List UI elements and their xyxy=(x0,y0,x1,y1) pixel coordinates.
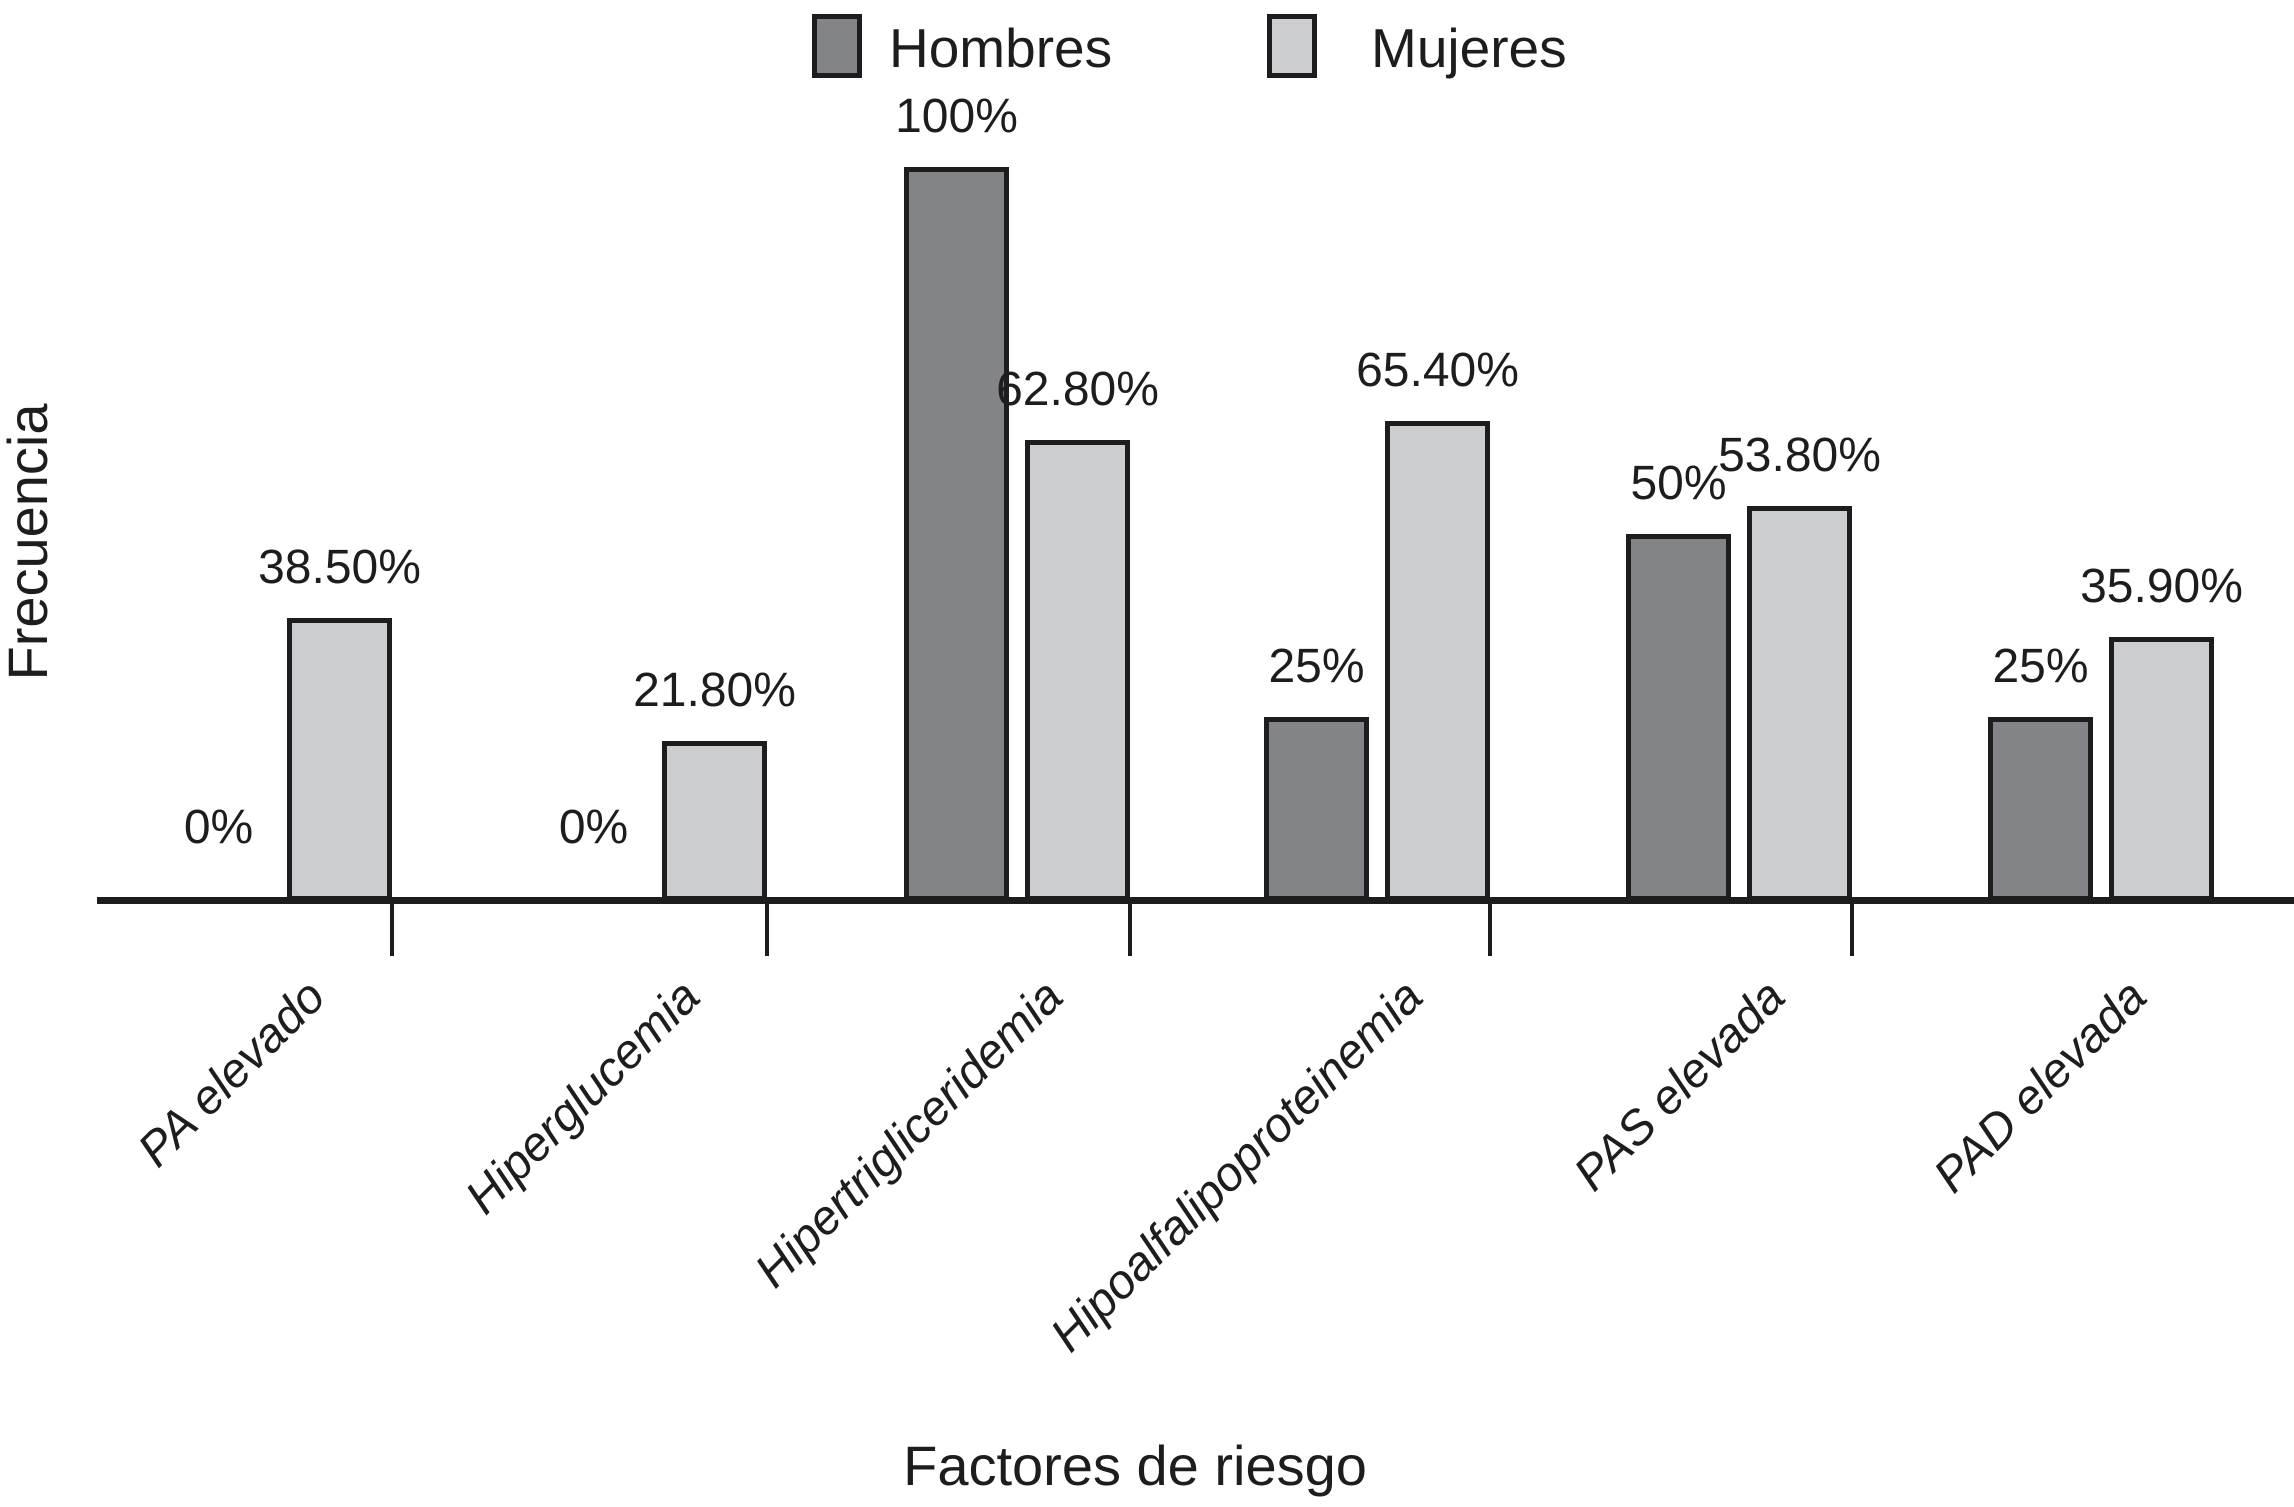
x-axis-tick-4 xyxy=(1488,904,1492,956)
x-axis-line xyxy=(97,897,2294,904)
legend-label-mujeres: Mujeres xyxy=(1371,17,1567,79)
category-label-6: PAD elevada xyxy=(1924,969,2158,1203)
value-label-mujeres-2: 21.80% xyxy=(633,664,796,717)
value-label-hombres-5: 50% xyxy=(1630,457,1727,510)
legend-label-hombres: Hombres xyxy=(889,17,1113,79)
bar-mujeres-6 xyxy=(2109,637,2214,901)
bar-mujeres-5 xyxy=(1747,506,1852,901)
value-label-mujeres-3: 62.80% xyxy=(996,363,1159,416)
value-label-hombres-2: 0% xyxy=(558,801,629,854)
bar-mujeres-2 xyxy=(662,741,767,901)
value-label-hombres-6: 25% xyxy=(1992,640,2089,693)
legend-swatch-hombres xyxy=(812,14,862,78)
category-label-3: Hipertrigliceridemia xyxy=(745,969,1074,1298)
value-label-hombres-1: 0% xyxy=(183,801,254,854)
x-axis-tick-1 xyxy=(390,904,394,956)
legend-swatch-mujeres xyxy=(1267,14,1317,78)
category-label-2: Hiperglucemia xyxy=(455,969,711,1225)
x-axis-tick-5 xyxy=(1850,904,1854,956)
bar-hombres-4 xyxy=(1264,717,1369,901)
value-label-mujeres-4: 65.40% xyxy=(1356,344,1519,397)
bar-hombres-3 xyxy=(904,167,1009,901)
bar-mujeres-1 xyxy=(287,618,392,901)
category-label-1: PA elevado xyxy=(128,969,336,1178)
bar-hombres-5 xyxy=(1626,534,1731,901)
value-label-mujeres-5: 53.80% xyxy=(1718,429,1881,482)
category-label-4: Hipoalfalipoproteinemia xyxy=(1041,969,1434,1363)
bar-mujeres-3 xyxy=(1025,440,1130,901)
x-axis-tick-2 xyxy=(765,904,769,956)
value-label-hombres-3: 100% xyxy=(895,90,1018,143)
value-label-hombres-4: 25% xyxy=(1268,640,1365,693)
y-axis-title: Frecuencia xyxy=(0,403,59,681)
bar-mujeres-4 xyxy=(1385,421,1490,901)
x-axis-tick-3 xyxy=(1128,904,1132,956)
x-axis-title: Factores de riesgo xyxy=(903,1434,1367,1497)
value-label-mujeres-6: 35.90% xyxy=(2080,560,2243,613)
category-label-5: PAS elevada xyxy=(1564,969,1796,1202)
bar-hombres-6 xyxy=(1988,717,2093,901)
value-label-mujeres-1: 38.50% xyxy=(258,541,421,594)
